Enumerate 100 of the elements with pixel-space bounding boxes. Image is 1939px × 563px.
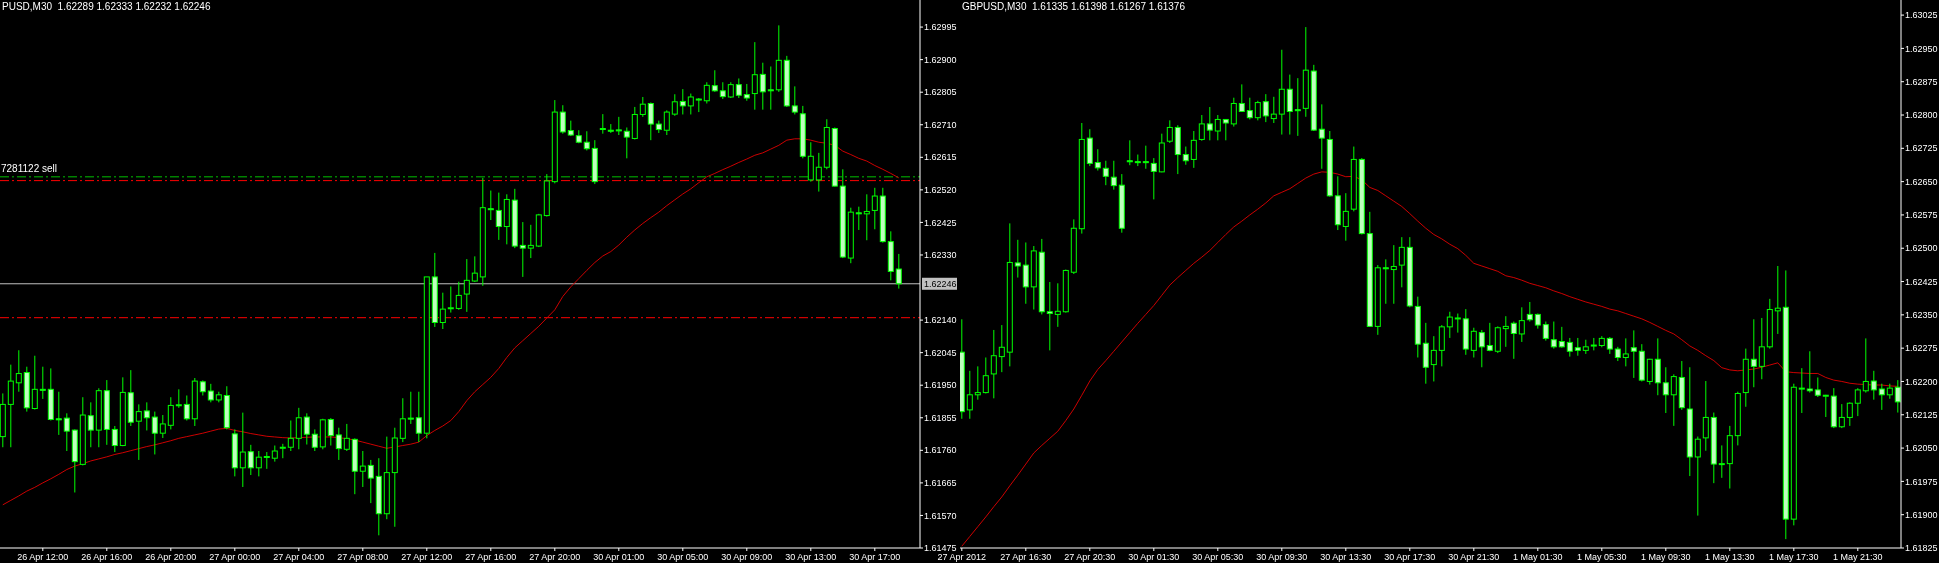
candlestick xyxy=(583,130,590,151)
x-tick-label: 27 Apr 16:00 xyxy=(465,552,517,562)
x-tick-label: 27 Apr 12:00 xyxy=(401,552,453,562)
x-tick-label: 1 May 01:30 xyxy=(1513,552,1563,562)
candlestick xyxy=(1758,317,1765,380)
x-tick-label: 30 Apr 09:30 xyxy=(1256,552,1308,562)
candlestick xyxy=(807,141,814,183)
candlestick xyxy=(1254,100,1261,121)
candlestick xyxy=(791,85,798,115)
y-tick-label: 1.62330 xyxy=(924,250,957,261)
candlestick xyxy=(527,224,534,259)
candlestick xyxy=(287,420,294,452)
candlestick xyxy=(359,450,366,488)
candlestick xyxy=(1390,244,1397,305)
y-tick-label: 1.62900 xyxy=(924,54,957,65)
x-tick-label: 30 Apr 05:30 xyxy=(1192,552,1244,562)
candlestick xyxy=(135,403,142,461)
candlestick xyxy=(1150,157,1157,200)
candlestick xyxy=(871,187,878,230)
candlestick xyxy=(111,425,118,453)
x-tick-label: 27 Apr 00:00 xyxy=(209,552,261,562)
candlestick xyxy=(1318,103,1325,170)
x-tick-label: 30 Apr 01:00 xyxy=(593,552,645,562)
candlestick xyxy=(1246,97,1253,120)
y-tick-label: 1.62575 xyxy=(1905,210,1938,221)
candlestick xyxy=(1814,376,1821,398)
candlestick xyxy=(39,366,46,400)
candlestick xyxy=(863,193,870,241)
candlestick xyxy=(143,401,150,431)
candlestick xyxy=(1286,74,1293,136)
x-tick-label: 26 Apr 20:00 xyxy=(145,552,197,562)
candlestick xyxy=(1510,321,1517,360)
candlestick xyxy=(1550,321,1557,350)
candlestick xyxy=(1558,326,1565,349)
candlestick xyxy=(1110,160,1117,191)
x-tick-label: 30 Apr 17:30 xyxy=(1384,552,1436,562)
x-tick-label: 1 May 05:30 xyxy=(1577,552,1627,562)
x-tick-label: 30 Apr 17:00 xyxy=(849,552,901,562)
candlestick xyxy=(1094,148,1101,172)
candlestick xyxy=(455,281,462,311)
y-tick-label: 1.62805 xyxy=(924,87,957,98)
candlestick xyxy=(1166,119,1173,144)
candlestick xyxy=(335,427,342,461)
x-tick-label: 1 May 09:30 xyxy=(1641,552,1691,562)
candlestick xyxy=(1126,139,1133,166)
x-tick-label: 27 Apr 16:30 xyxy=(1000,552,1052,562)
candlestick xyxy=(151,411,158,455)
y-tick-label: 1.61855 xyxy=(924,412,957,423)
y-tick-label: 1.62275 xyxy=(1905,343,1938,354)
y-tick-label: 1.62950 xyxy=(1905,43,1938,54)
candlestick xyxy=(966,370,973,420)
y-tick-label: 1.62520 xyxy=(924,185,957,196)
candlestick xyxy=(679,88,686,115)
candlestick xyxy=(255,450,262,477)
y-tick-label: 1.62800 xyxy=(1905,110,1938,121)
candlestick xyxy=(87,401,94,448)
candlestick xyxy=(1526,301,1533,323)
candlestick xyxy=(687,93,694,115)
chart-title: GBPUSD,M30 1.61335 1.61398 1.61267 1.61376 xyxy=(962,1,1186,12)
y-tick-label: 1.62710 xyxy=(924,119,957,130)
candlestick xyxy=(1198,114,1205,142)
candlestick xyxy=(663,109,670,136)
line-series xyxy=(2,138,900,506)
candlestick xyxy=(1854,387,1861,417)
candlestick xyxy=(495,192,502,241)
candlestick xyxy=(759,62,766,111)
candlestick xyxy=(974,365,981,401)
candlestick xyxy=(599,113,606,135)
candlestick xyxy=(1838,403,1845,429)
y-tick-label: 1.61825 xyxy=(1905,543,1938,554)
x-tick-label: 30 Apr 01:30 xyxy=(1128,552,1180,562)
x-tick-label: 30 Apr 09:00 xyxy=(721,552,773,562)
candlestick xyxy=(735,77,742,99)
y-tick-label: 1.62875 xyxy=(1905,76,1938,87)
y-tick-label: 1.62725 xyxy=(1905,143,1938,154)
chart-title: PUSD,M30 1.62289 1.62333 1.62232 1.62246 xyxy=(2,1,211,12)
candlestick xyxy=(1422,322,1429,385)
x-tick-label: 27 Apr 08:00 xyxy=(337,552,389,562)
candlestick xyxy=(55,391,62,436)
candlestick xyxy=(1750,318,1757,388)
y-tick-label: 1.61475 xyxy=(924,543,957,554)
y-tick-label: 1.61665 xyxy=(924,478,957,489)
candlestick xyxy=(303,412,310,445)
x-tick-label: 27 Apr 20:30 xyxy=(1064,552,1116,562)
candlestick xyxy=(1494,325,1501,354)
y-tick-label: 1.62425 xyxy=(1905,276,1938,287)
candlestick xyxy=(159,414,166,439)
candlestick xyxy=(175,388,182,409)
y-tick-label: 1.62650 xyxy=(1905,176,1938,187)
candlestick xyxy=(1142,145,1149,170)
candlestick xyxy=(1694,436,1701,517)
candlestick xyxy=(1646,358,1653,386)
y-tick-label: 1.61900 xyxy=(1905,509,1938,520)
candlestick xyxy=(1398,236,1405,288)
candlestick xyxy=(1622,337,1629,367)
candlestick xyxy=(1518,306,1525,343)
candlestick xyxy=(711,69,718,93)
candlestick xyxy=(1206,106,1213,141)
y-tick-label: 1.62050 xyxy=(1905,443,1938,454)
candlestick xyxy=(1270,96,1277,124)
